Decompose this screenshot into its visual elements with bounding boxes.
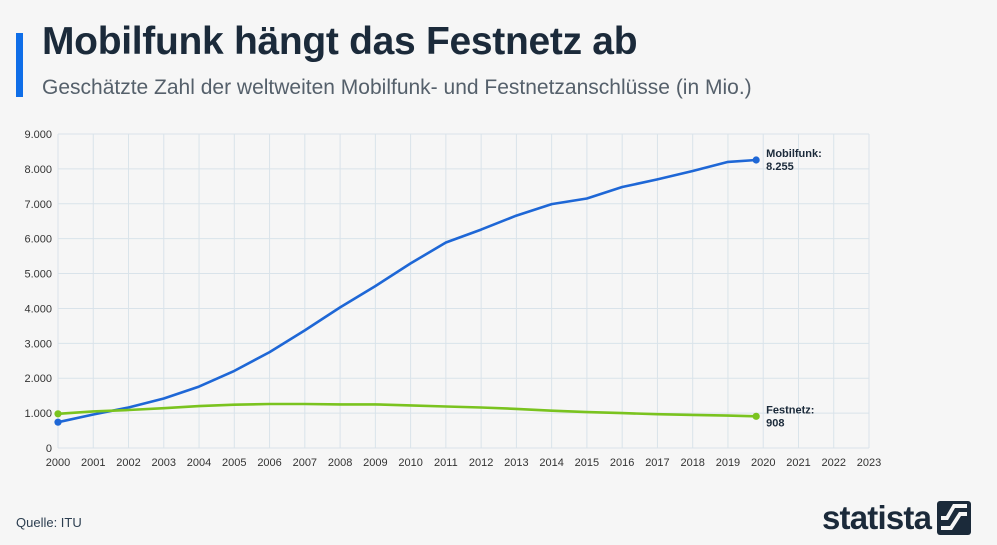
series-point-mobilfunk	[752, 156, 760, 164]
page-subtitle: Geschätzte Zahl der weltweiten Mobilfunk…	[42, 76, 752, 99]
statista-logo-icon	[937, 501, 972, 535]
series-value-label-mobilfunk: 8.255	[766, 161, 794, 173]
x-tick-label: 2011	[434, 457, 458, 469]
x-tick-label: 2008	[328, 457, 352, 469]
x-tick-label: 2017	[645, 457, 669, 469]
x-tick-label: 2001	[81, 457, 105, 469]
y-tick-label: 7.000	[24, 199, 52, 211]
series-point-festnetz	[752, 412, 760, 420]
x-tick-label: 2002	[116, 457, 140, 469]
source-note: Quelle: ITU	[16, 515, 82, 530]
y-tick-label: 8.000	[24, 164, 52, 176]
series-point-festnetz	[54, 410, 62, 418]
x-tick-label: 2007	[293, 457, 317, 469]
y-tick-label: 5.000	[24, 269, 52, 281]
x-tick-label: 2014	[539, 457, 563, 469]
y-tick-label: 6.000	[24, 234, 52, 246]
y-tick-label: 0	[46, 443, 52, 455]
brand-name: statista	[822, 499, 932, 536]
x-tick-label: 2009	[363, 457, 387, 469]
x-tick-label: 2010	[398, 457, 422, 469]
y-tick-label: 3.000	[24, 338, 52, 350]
x-tick-label: 2015	[575, 457, 599, 469]
x-tick-label: 2018	[680, 457, 704, 469]
x-tick-label: 2012	[469, 457, 493, 469]
series-point-mobilfunk	[54, 418, 62, 426]
y-tick-label: 4.000	[24, 303, 52, 315]
page-title: Mobilfunk hängt das Festnetz ab	[42, 20, 638, 63]
title-accent-bar	[16, 33, 23, 97]
x-tick-label: 2020	[751, 457, 775, 469]
x-tick-label: 2003	[152, 457, 176, 469]
y-tick-label: 9.000	[24, 129, 52, 141]
x-tick-label: 2019	[716, 457, 740, 469]
series-line-festnetz	[56, 402, 758, 418]
x-tick-label: 2000	[46, 457, 70, 469]
x-tick-label: 2016	[610, 457, 634, 469]
series-label-mobilfunk: Mobilfunk:	[766, 148, 822, 160]
x-tick-label: 2022	[821, 457, 845, 469]
x-tick-label: 2005	[222, 457, 246, 469]
series-line-mobilfunk	[56, 158, 758, 424]
x-tick-label: 2013	[504, 457, 528, 469]
x-tick-label: 2006	[257, 457, 281, 469]
series-value-label-festnetz: 908	[766, 417, 784, 429]
y-tick-label: 2.000	[24, 373, 52, 385]
statista-logo: statista	[822, 499, 972, 537]
x-tick-label: 2004	[187, 457, 211, 469]
x-tick-label: 2023	[857, 457, 881, 469]
x-tick-label: 2021	[786, 457, 810, 469]
series-label-festnetz: Festnetz:	[766, 404, 814, 416]
y-tick-label: 1.000	[24, 408, 52, 420]
